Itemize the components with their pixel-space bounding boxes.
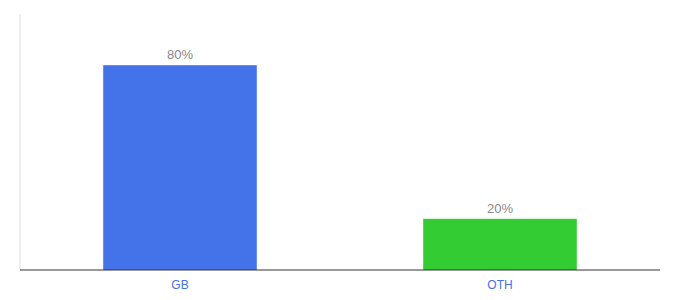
data-label: 20% (487, 201, 513, 216)
chart-container: 80% 20% GB OTH (0, 0, 680, 300)
bars (103, 65, 577, 270)
chart-svg: 80% 20% GB OTH (0, 0, 680, 300)
bar (423, 219, 577, 270)
y-axis-line (20, 14, 21, 270)
x-tick-label: OTH (487, 278, 512, 292)
x-tick-label: GB (171, 278, 188, 292)
x-axis-line (20, 270, 660, 271)
data-label: 80% (167, 47, 193, 62)
bar (103, 65, 257, 270)
